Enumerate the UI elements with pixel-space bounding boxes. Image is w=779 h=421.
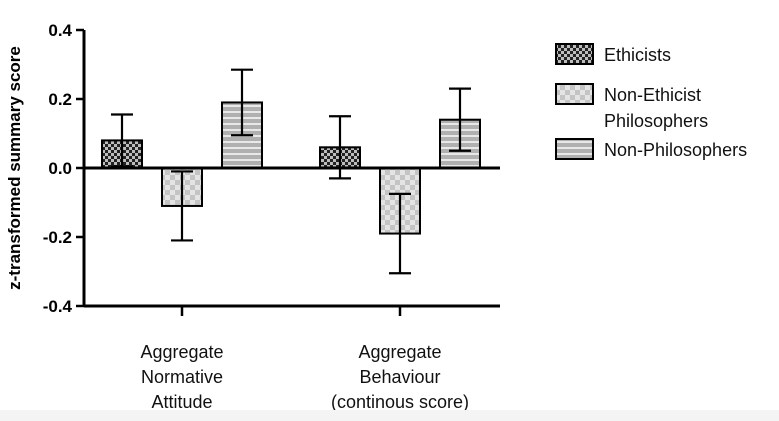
- error-bar-stripes-0: [231, 68, 253, 137]
- error-bar-stripes-1: [449, 87, 471, 152]
- legend-swatch-checker-light: [555, 83, 594, 105]
- y-axis-title: z-transformed summary score: [5, 46, 24, 290]
- error-bar-checker-light-1: [389, 192, 411, 275]
- legend-swatch-checker-dark: [555, 43, 594, 65]
- legend-label: Non-Philosophers: [604, 140, 747, 160]
- y-tick-label: 0.0: [48, 159, 72, 178]
- bottom-band: [0, 410, 779, 421]
- y-tick-label: -0.2: [43, 228, 72, 247]
- legend-swatch-stripes: [555, 138, 594, 160]
- legend-label: Non-Ethicist Philosophers: [604, 85, 708, 131]
- error-bar-checker-light-0: [171, 170, 193, 242]
- y-tick-label: 0.2: [48, 90, 72, 109]
- legend-label: Ethicists: [604, 45, 671, 65]
- y-tick-label: 0.4: [48, 21, 72, 40]
- x-category-label: Aggregate Behaviour (continous score): [331, 342, 469, 412]
- y-tick-label: -0.4: [43, 297, 73, 316]
- x-category-label: Aggregate Normative Attitude: [140, 342, 223, 412]
- error-bar-checker-dark-0: [111, 113, 133, 168]
